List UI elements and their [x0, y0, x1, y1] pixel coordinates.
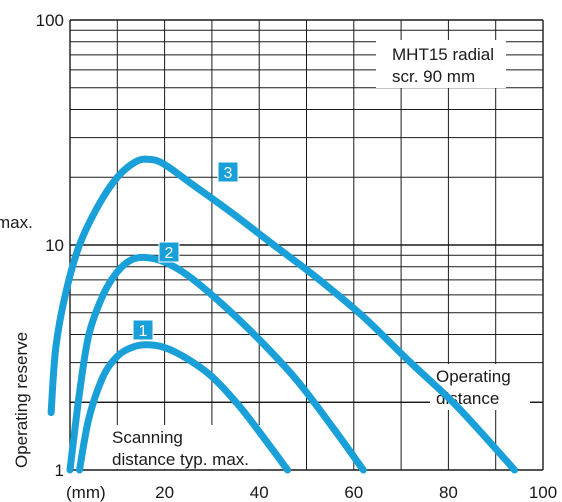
x-tick-label: 80 — [439, 483, 458, 502]
legend-box — [376, 40, 506, 88]
marker-3: 3 — [217, 161, 239, 183]
y-tick-label: 100 — [36, 11, 64, 30]
marker-1-label: 1 — [139, 323, 148, 340]
series-3-curve — [47, 155, 519, 474]
series-2-curve — [66, 253, 367, 474]
y-tick-label: 10 — [45, 236, 64, 255]
annotation-layer: MHT15 radial scr. 90 mm Operating distan… — [106, 40, 530, 469]
legend-line2: scr. 90 mm — [392, 67, 475, 86]
operating-distance-line1: Operating — [436, 367, 511, 386]
marker-3-label: 3 — [224, 165, 233, 182]
series-1-curve — [76, 341, 292, 474]
y-tick-label: 1 — [55, 461, 64, 480]
marker-2-label: 2 — [165, 245, 174, 262]
marker-3-box — [217, 161, 239, 183]
series-layer — [47, 155, 519, 474]
marker-2-box — [158, 241, 180, 263]
y-axis-title: Operating reserve — [12, 332, 31, 468]
x-tick-label: 100 — [529, 483, 557, 502]
marker-1: 1 — [132, 319, 154, 341]
x-unit-label: (mm) — [66, 483, 106, 502]
x-tick-label: 60 — [344, 483, 363, 502]
operating-distance-box — [430, 364, 530, 410]
ylabel-max-fragment: max. — [0, 213, 33, 232]
scanning-distance-line2: distance typ. max. — [112, 450, 249, 469]
legend-line1: MHT15 radial — [392, 45, 494, 64]
tick-layer: 1 10 100 20 40 60 80 100 — [36, 11, 558, 502]
x-tick-label: 40 — [250, 483, 269, 502]
scanning-distance-box — [106, 425, 276, 469]
marker-2: 2 — [158, 241, 180, 263]
marker-1-box — [132, 319, 154, 341]
scanning-distance-line1: Scanning — [112, 428, 183, 447]
x-tick-label: 20 — [155, 483, 174, 502]
